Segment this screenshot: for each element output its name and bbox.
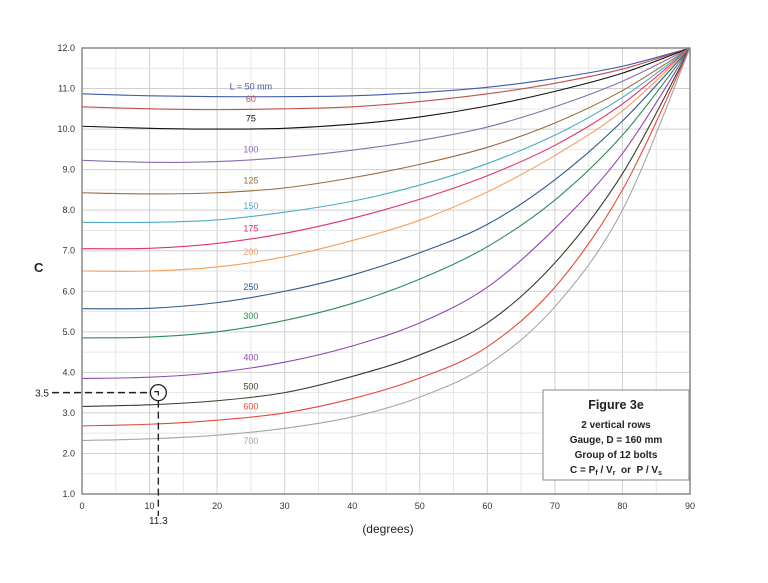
legend-line-3: Group of 12 bolts (575, 450, 658, 461)
y-tick-label: 4.0 (62, 367, 75, 377)
series-label: 125 (243, 175, 258, 185)
annotation-x-label: 11.3 (149, 516, 168, 527)
series-line-150 (81, 47, 691, 224)
annotation: 3.5 11.3 (35, 383, 168, 527)
x-tick-label: 10 (145, 501, 155, 511)
y-tick-label: 7.0 (62, 246, 75, 256)
series-label: 100 (243, 145, 258, 155)
x-tick-label: 50 (415, 501, 425, 511)
series-line-250 (81, 47, 691, 310)
series-line-175 (81, 47, 691, 250)
figure-title: Figure 3e (588, 398, 644, 412)
y-tick-label: 6.0 (62, 286, 75, 296)
series-label: L = 50 mm (230, 82, 272, 92)
y-tick-label: 3.0 (62, 408, 75, 418)
y-tick-label: 9.0 (62, 165, 75, 175)
x-axis-label: (degrees) (362, 522, 413, 536)
series-label: 175 (243, 223, 258, 233)
x-tick-label: 70 (550, 501, 560, 511)
legend-line-2: Gauge, D = 160 mm (570, 435, 663, 446)
y-tick-label: 2.0 (62, 448, 75, 458)
x-tick-label: 0 (79, 501, 84, 511)
legend-line-1: 2 vertical rows (581, 420, 651, 431)
y-tick-label: 10.0 (57, 124, 75, 134)
x-tick-label: 80 (617, 501, 627, 511)
series-line-100 (81, 47, 691, 163)
series-line-600 (81, 47, 691, 427)
y-tick-label: 5.0 (62, 327, 75, 337)
series-line-700 (81, 47, 691, 442)
series-line-200 (81, 47, 691, 272)
annotation-corner-mark (154, 391, 159, 396)
series-line-300 (81, 47, 691, 339)
y-tick-label: 8.0 (62, 205, 75, 215)
x-tick-label: 20 (212, 501, 222, 511)
series-label: 60 (246, 94, 256, 104)
y-tick-label: 11.0 (58, 84, 75, 94)
series-line-60 (81, 47, 691, 111)
y-tick-label: 12.0 (57, 43, 75, 53)
legend-formula: C = Pf / Vr or P / Vs (570, 465, 662, 477)
series-label: 200 (243, 247, 258, 257)
series-line-125 (81, 47, 691, 195)
plot-frame (81, 47, 691, 495)
series-line-l-50-mm (81, 47, 691, 98)
y-tick-label: 1.0 (62, 489, 75, 499)
legend-box: Figure 3e 2 vertical rows Gauge, D = 160… (542, 389, 690, 481)
series-line-75 (81, 47, 691, 130)
series-label: 300 (243, 311, 258, 321)
x-tick-label: 60 (482, 501, 492, 511)
series-labels: L = 50 mm 60 75 100 125 150 175 200 250 300 400 500… (230, 82, 272, 446)
series-label: 700 (243, 436, 258, 446)
series-label: 75 (246, 114, 256, 124)
tick-labels: 0 10 20 30 40 50 60 70 80 90 1.0 2.0 3.0 4.0 5.0 6.0 7.0… (57, 43, 695, 511)
series-label: 500 (243, 382, 258, 392)
x-tick-label: 30 (280, 501, 290, 511)
y-axis-label: C (34, 260, 44, 275)
x-tick-label: 90 (685, 501, 695, 511)
annotation-y-label: 3.5 (35, 389, 49, 400)
x-tick-label: 40 (347, 501, 357, 511)
series-label: 400 (243, 352, 258, 362)
series-label: 150 (243, 201, 258, 211)
series-label: 600 (243, 402, 258, 412)
series-lines (81, 47, 691, 442)
series-label: 250 (243, 282, 258, 292)
series-line-500 (81, 47, 691, 407)
annotation-circle (149, 383, 167, 402)
series-line-400 (81, 47, 691, 379)
